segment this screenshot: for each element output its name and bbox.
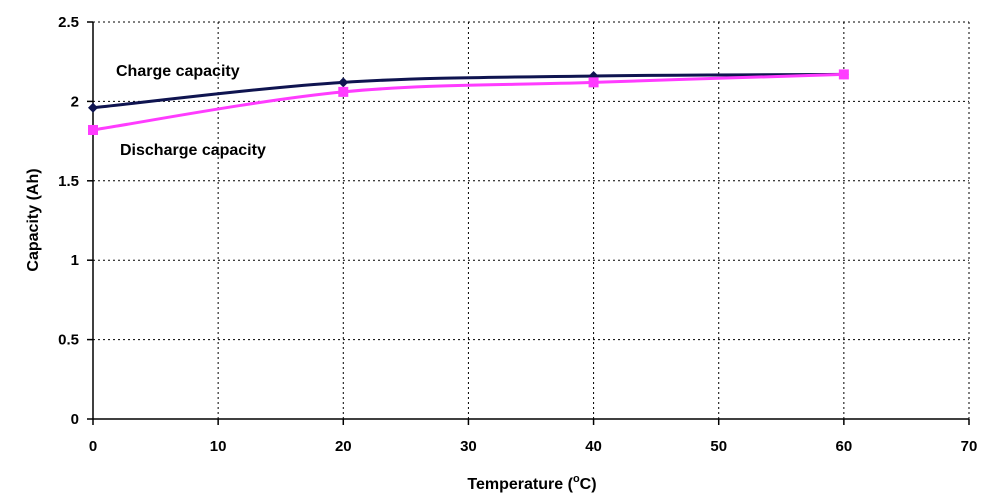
y-tick-label: 0.5 — [58, 332, 79, 349]
x-tick-label: 20 — [335, 438, 352, 455]
y-tick-label: 0 — [71, 411, 79, 428]
charge-capacity-point — [338, 77, 349, 88]
x-tick-label: 70 — [961, 438, 978, 455]
series-markers — [88, 69, 849, 135]
charge-capacity-point — [88, 102, 98, 113]
x-tick-label: 30 — [460, 438, 477, 455]
x-tick-label: 0 — [89, 438, 97, 455]
x-tick-label: 10 — [210, 438, 227, 455]
x-tick-label: 60 — [836, 438, 853, 455]
x-axis-title-tail: C) — [580, 476, 597, 493]
discharge-capacity-line — [92, 72, 844, 132]
discharge-capacity-point — [88, 124, 98, 135]
discharge-capacity-point — [338, 86, 349, 97]
x-axis-title-sup: o — [573, 473, 580, 485]
series-lines — [92, 72, 844, 132]
tick-labels: 0 10 20 30 40 50 60 70 0 0.5 1 1.5 2 2.5 — [58, 14, 977, 455]
y-tick-label: 1 — [71, 252, 79, 269]
charge-capacity-label: Charge capacity — [116, 63, 240, 80]
x-axis-title-main: Temperature ( — [467, 476, 573, 493]
y-tick-label: 1.5 — [58, 173, 79, 190]
discharge-capacity-point — [588, 77, 599, 88]
discharge-capacity-point — [838, 69, 849, 80]
axes — [92, 22, 969, 420]
y-axis-title: Capacity (Ah) — [25, 168, 42, 271]
y-tick-label: 2 — [71, 93, 79, 110]
discharge-capacity-label: Discharge capacity — [120, 142, 266, 159]
x-tick-label: 50 — [710, 438, 727, 455]
x-tick-label: 40 — [585, 438, 602, 455]
charge-capacity-line — [92, 72, 844, 110]
y-tick-label: 2.5 — [58, 14, 79, 31]
tick-marks — [87, 21, 970, 425]
x-axis-title: Temperature (oC) — [467, 473, 596, 493]
grid-lines — [93, 21, 970, 419]
